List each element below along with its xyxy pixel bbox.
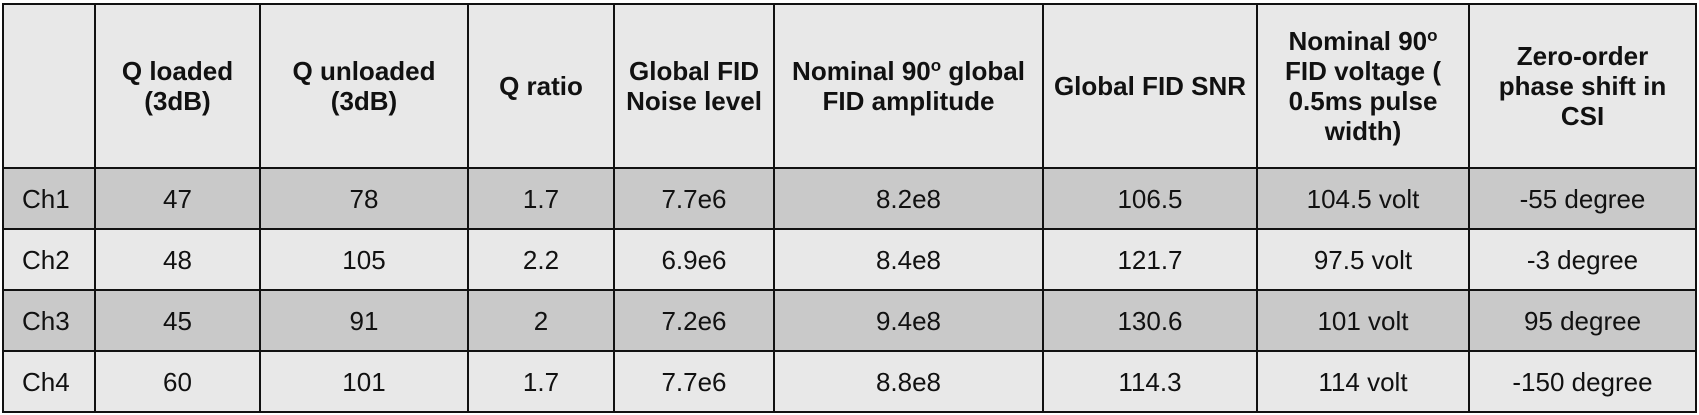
row-label: Ch2 xyxy=(2,228,96,291)
cell-q-loaded: 47 xyxy=(94,167,261,230)
degree-superscript: o xyxy=(930,56,942,75)
header-snr: Global FID SNR xyxy=(1042,3,1258,169)
cell-snr: 130.6 xyxy=(1042,289,1258,352)
cell-q-unloaded: 105 xyxy=(259,228,469,291)
cell-noise-level: 7.2e6 xyxy=(613,289,775,352)
degree-superscript: o xyxy=(1427,26,1438,45)
header-fid-voltage-rest: FID voltage ( 0.5ms pulse width) xyxy=(1284,56,1441,146)
cell-q-ratio: 2.2 xyxy=(467,228,615,291)
table-row-ch1: Ch1 47 78 1.7 7.7e6 8.2e8 106.5 104.5 vo… xyxy=(2,167,1697,230)
cell-q-loaded: 48 xyxy=(94,228,261,291)
cell-fid-amplitude: 8.4e8 xyxy=(773,228,1044,291)
cell-q-unloaded: 101 xyxy=(259,350,469,413)
cell-phase-shift: -150 degree xyxy=(1468,350,1697,413)
header-fid-voltage-text: Nominal 90 xyxy=(1288,26,1428,56)
cell-fid-voltage: 97.5 volt xyxy=(1256,228,1470,291)
cell-fid-amplitude: 8.2e8 xyxy=(773,167,1044,230)
header-phase-shift: Zero-order phase shift in CSI xyxy=(1468,3,1697,169)
header-q-loaded: Q loaded (3dB) xyxy=(94,3,261,169)
cell-q-unloaded: 78 xyxy=(259,167,469,230)
cell-fid-amplitude: 8.8e8 xyxy=(773,350,1044,413)
cell-phase-shift: -3 degree xyxy=(1468,228,1697,291)
cell-fid-voltage: 101 volt xyxy=(1256,289,1470,352)
header-q-unloaded: Q unloaded (3dB) xyxy=(259,3,469,169)
table-row-ch4: Ch4 60 101 1.7 7.7e6 8.8e8 114.3 114 vol… xyxy=(2,350,1697,413)
header-fid-amplitude: Nominal 90o global FID amplitude xyxy=(773,3,1044,169)
cell-q-ratio: 1.7 xyxy=(467,350,615,413)
cell-snr: 114.3 xyxy=(1042,350,1258,413)
cell-fid-voltage: 114 volt xyxy=(1256,350,1470,413)
cell-phase-shift: 95 degree xyxy=(1468,289,1697,352)
cell-noise-level: 7.7e6 xyxy=(613,350,775,413)
cell-phase-shift: -55 degree xyxy=(1468,167,1697,230)
header-q-ratio: Q ratio xyxy=(467,3,615,169)
cell-snr: 106.5 xyxy=(1042,167,1258,230)
header-empty xyxy=(2,3,96,169)
header-fid-amplitude-text: Nominal 90 xyxy=(792,56,931,86)
cell-q-loaded: 60 xyxy=(94,350,261,413)
cell-fid-voltage: 104.5 volt xyxy=(1256,167,1470,230)
cell-q-unloaded: 91 xyxy=(259,289,469,352)
cell-q-ratio: 2 xyxy=(467,289,615,352)
table-row-ch3: Ch3 45 91 2 7.2e6 9.4e8 130.6 101 volt 9… xyxy=(2,289,1697,352)
header-row: Q loaded (3dB) Q unloaded (3dB) Q ratio … xyxy=(2,3,1697,169)
row-label: Ch3 xyxy=(2,289,96,352)
cell-fid-amplitude: 9.4e8 xyxy=(773,289,1044,352)
cell-snr: 121.7 xyxy=(1042,228,1258,291)
cell-q-loaded: 45 xyxy=(94,289,261,352)
cell-noise-level: 6.9e6 xyxy=(613,228,775,291)
header-fid-amplitude-rest: global FID amplitude xyxy=(822,56,1025,116)
results-table: Q loaded (3dB) Q unloaded (3dB) Q ratio … xyxy=(2,3,1697,413)
row-label: Ch4 xyxy=(2,350,96,413)
header-fid-voltage: Nominal 90o FID voltage ( 0.5ms pulse wi… xyxy=(1256,3,1470,169)
header-noise-level: Global FID Noise level xyxy=(613,3,775,169)
row-label: Ch1 xyxy=(2,167,96,230)
cell-q-ratio: 1.7 xyxy=(467,167,615,230)
table-row-ch2: Ch2 48 105 2.2 6.9e6 8.4e8 121.7 97.5 vo… xyxy=(2,228,1697,291)
cell-noise-level: 7.7e6 xyxy=(613,167,775,230)
